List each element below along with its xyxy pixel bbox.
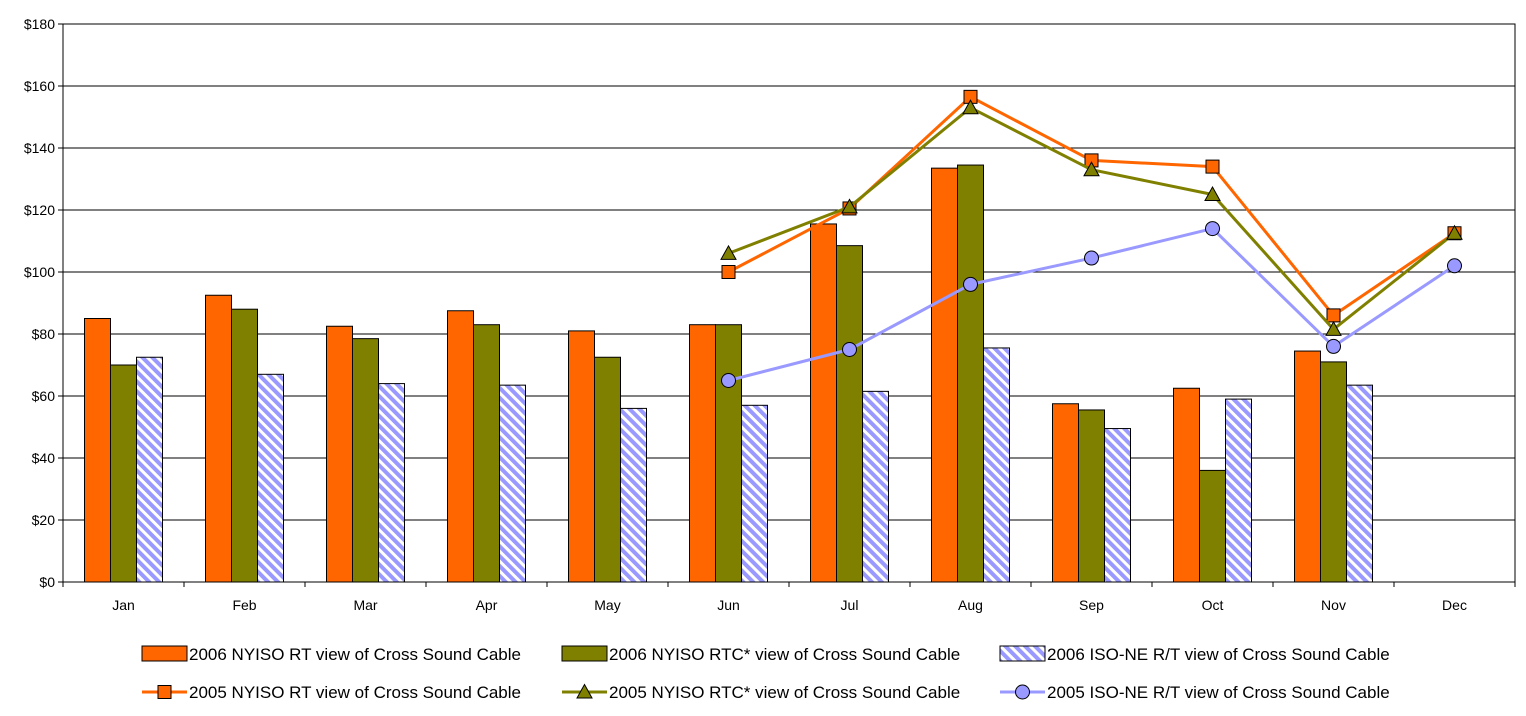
point-2005-nyiso-rtc-view-of-cross-sound-cable-nov bbox=[1325, 320, 1342, 336]
bar-2006-nyiso-rtc-view-of-cross-sound-cable-mar bbox=[352, 338, 379, 583]
bar-2006-nyiso-rtc-view-of-cross-sound-cable-sep bbox=[1078, 409, 1105, 583]
legend-swatch-2006-nyiso-rt-view-of-cross-sound-cable bbox=[141, 645, 188, 662]
point-2005-iso-ne-r-t-view-of-cross-sound-cable-aug bbox=[963, 276, 978, 292]
plot-area bbox=[62, 23, 1516, 583]
legend-marker-2005-nyiso-rt-view-of-cross-sound-cable bbox=[157, 685, 172, 699]
bar-2006-nyiso-rtc-view-of-cross-sound-cable-jul bbox=[836, 245, 863, 583]
bar-2006-nyiso-rt-view-of-cross-sound-cable-jun bbox=[689, 324, 716, 583]
point-2005-nyiso-rtc-view-of-cross-sound-cable-jul bbox=[841, 198, 858, 214]
y-tick-label: $0 bbox=[39, 574, 55, 590]
bar-2006-iso-ne-r-t-view-of-cross-sound-cable-apr bbox=[499, 384, 526, 583]
legend-swatch-2006-iso-ne-r-t-view-of-cross-sound-cable bbox=[999, 645, 1046, 662]
legend-label-2006-nyiso-rt-view-of-cross-sound-cable: 2006 NYISO RT view of Cross Sound Cable bbox=[189, 645, 521, 664]
bar-2006-nyiso-rt-view-of-cross-sound-cable-sep bbox=[1052, 403, 1079, 583]
bar-2006-nyiso-rtc-view-of-cross-sound-cable-may bbox=[594, 356, 621, 583]
bar-2006-iso-ne-r-t-view-of-cross-sound-cable-jul bbox=[862, 390, 889, 583]
plot-frame bbox=[62, 23, 1516, 583]
x-tick-label-jan: Jan bbox=[112, 597, 135, 613]
bar-2006-nyiso-rt-view-of-cross-sound-cable-oct bbox=[1173, 387, 1200, 583]
bar-2006-nyiso-rtc-view-of-cross-sound-cable-jun bbox=[715, 324, 742, 583]
bar-2006-iso-ne-r-t-view-of-cross-sound-cable-jun bbox=[741, 404, 768, 583]
bar-2006-nyiso-rtc-view-of-cross-sound-cable-feb bbox=[231, 308, 258, 583]
bar-2006-nyiso-rtc-view-of-cross-sound-cable-jan bbox=[110, 364, 137, 583]
bar-2006-nyiso-rt-view-of-cross-sound-cable-jul bbox=[810, 223, 837, 583]
x-tick-label-jun: Jun bbox=[717, 597, 740, 613]
bars bbox=[84, 164, 1373, 583]
bar-2006-nyiso-rtc-view-of-cross-sound-cable-apr bbox=[473, 324, 500, 583]
point-2005-iso-ne-r-t-view-of-cross-sound-cable-jun bbox=[721, 373, 736, 388]
bar-2006-nyiso-rt-view-of-cross-sound-cable-feb bbox=[205, 294, 232, 583]
bar-2006-nyiso-rt-view-of-cross-sound-cable-jan bbox=[84, 318, 111, 583]
point-2005-nyiso-rtc-view-of-cross-sound-cable-dec bbox=[1446, 224, 1463, 240]
point-2005-nyiso-rtc-view-of-cross-sound-cable-oct bbox=[1204, 185, 1221, 201]
bar-2006-iso-ne-r-t-view-of-cross-sound-cable-may bbox=[620, 407, 647, 583]
legend-label-2006-iso-ne-r-t-view-of-cross-sound-cable: 2006 ISO-NE R/T view of Cross Sound Cabl… bbox=[1047, 645, 1390, 664]
bar-2006-nyiso-rtc-view-of-cross-sound-cable-oct bbox=[1199, 469, 1226, 583]
x-tick-label-oct: Oct bbox=[1202, 597, 1224, 613]
bar-2006-nyiso-rt-view-of-cross-sound-cable-mar bbox=[326, 325, 353, 583]
y-tick-label: $40 bbox=[32, 450, 56, 466]
point-2005-iso-ne-r-t-view-of-cross-sound-cable-oct bbox=[1205, 221, 1220, 237]
gridlines bbox=[63, 85, 1515, 521]
y-axis: $0 $20 $40 $60 $80 $100 $120 $140 $160 $180 bbox=[24, 16, 63, 590]
legend-label-2005-iso-ne-r-t-view-of-cross-sound-cable: 2005 ISO-NE R/T view of Cross Sound Cabl… bbox=[1047, 683, 1390, 702]
bar-2006-nyiso-rtc-view-of-cross-sound-cable-nov bbox=[1320, 361, 1347, 583]
bar-2006-iso-ne-r-t-view-of-cross-sound-cable-oct bbox=[1225, 398, 1252, 583]
bar-2006-nyiso-rtc-view-of-cross-sound-cable-aug bbox=[957, 164, 984, 583]
legend-label-2005-nyiso-rtc-view-of-cross-sound-cable: 2005 NYISO RTC* view of Cross Sound Cabl… bbox=[609, 683, 960, 702]
y-tick-label: $60 bbox=[32, 388, 56, 404]
x-tick-label-aug: Aug bbox=[958, 597, 983, 613]
x-tick-label-sep: Sep bbox=[1079, 597, 1104, 613]
point-2005-iso-ne-r-t-view-of-cross-sound-cable-sep bbox=[1084, 250, 1099, 266]
legend-marker-2005-nyiso-rtc-view-of-cross-sound-cable bbox=[576, 683, 593, 699]
bar-2006-iso-ne-r-t-view-of-cross-sound-cable-feb bbox=[257, 373, 284, 583]
bar-2006-iso-ne-r-t-view-of-cross-sound-cable-aug bbox=[983, 347, 1010, 583]
bar-2006-nyiso-rt-view-of-cross-sound-cable-apr bbox=[447, 310, 474, 583]
x-tick-label-feb: Feb bbox=[232, 597, 256, 613]
x-tick-label-nov: Nov bbox=[1321, 597, 1346, 613]
point-2005-nyiso-rt-view-of-cross-sound-cable-oct bbox=[1205, 159, 1220, 174]
point-2005-nyiso-rtc-view-of-cross-sound-cable-jun bbox=[720, 244, 737, 260]
legend: 2006 NYISO RT view of Cross Sound Cable 2… bbox=[141, 645, 1390, 702]
x-tick-label-may: May bbox=[594, 597, 620, 613]
point-2005-nyiso-rtc-view-of-cross-sound-cable-sep bbox=[1083, 161, 1100, 177]
point-2005-nyiso-rt-view-of-cross-sound-cable-nov bbox=[1326, 308, 1341, 323]
x-tick-label-apr: Apr bbox=[476, 597, 498, 613]
legend-marker-2005-iso-ne-r-t-view-of-cross-sound-cable bbox=[1015, 684, 1030, 700]
y-tick-label: $100 bbox=[24, 264, 55, 280]
point-2005-iso-ne-r-t-view-of-cross-sound-cable-nov bbox=[1326, 338, 1341, 354]
series-lines bbox=[720, 89, 1463, 388]
legend-swatch-2006-nyiso-rtc-view-of-cross-sound-cable bbox=[561, 645, 608, 662]
y-tick-label: $20 bbox=[32, 512, 56, 528]
bar-2006-iso-ne-r-t-view-of-cross-sound-cable-mar bbox=[378, 383, 405, 583]
x-tick-label-dec: Dec bbox=[1442, 597, 1467, 613]
point-2005-iso-ne-r-t-view-of-cross-sound-cable-dec bbox=[1447, 258, 1462, 274]
bar-2006-iso-ne-r-t-view-of-cross-sound-cable-jan bbox=[136, 356, 163, 583]
bar-2006-iso-ne-r-t-view-of-cross-sound-cable-nov bbox=[1346, 384, 1373, 583]
x-tick-label-jul: Jul bbox=[841, 597, 859, 613]
legend-label-2005-nyiso-rt-view-of-cross-sound-cable: 2005 NYISO RT view of Cross Sound Cable bbox=[189, 683, 521, 702]
point-2005-nyiso-rt-view-of-cross-sound-cable-jun bbox=[721, 265, 736, 279]
legend-label-2006-nyiso-rtc-view-of-cross-sound-cable: 2006 NYISO RTC* view of Cross Sound Cabl… bbox=[609, 645, 960, 664]
y-tick-label: $80 bbox=[32, 326, 56, 342]
bar-2006-nyiso-rt-view-of-cross-sound-cable-may bbox=[568, 330, 595, 583]
point-2005-nyiso-rtc-view-of-cross-sound-cable-aug bbox=[962, 99, 979, 115]
y-tick-label: $140 bbox=[24, 140, 55, 156]
y-tick-label: $120 bbox=[24, 202, 55, 218]
x-tick-label-mar: Mar bbox=[353, 597, 377, 613]
point-2005-iso-ne-r-t-view-of-cross-sound-cable-jul bbox=[842, 342, 857, 357]
y-tick-label: $160 bbox=[24, 78, 55, 94]
x-axis: Jan Feb Mar Apr May Jun Jul Aug Sep Oct Nov Dec bbox=[62, 582, 1516, 613]
bar-2006-nyiso-rt-view-of-cross-sound-cable-aug bbox=[931, 167, 958, 583]
y-tick-label: $180 bbox=[24, 16, 55, 32]
bar-2006-iso-ne-r-t-view-of-cross-sound-cable-sep bbox=[1104, 428, 1131, 583]
bar-2006-nyiso-rt-view-of-cross-sound-cable-nov bbox=[1294, 350, 1321, 583]
